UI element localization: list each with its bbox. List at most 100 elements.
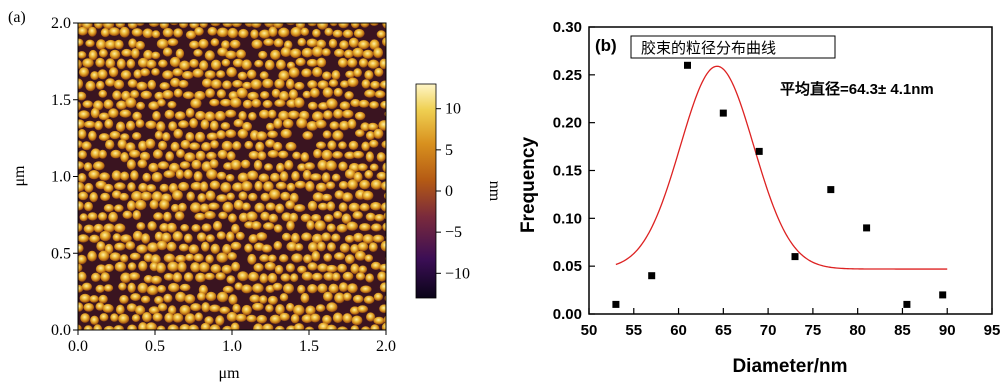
- afm-grain: [289, 192, 299, 203]
- afm-grain: [336, 326, 349, 330]
- colorbar: [415, 83, 437, 299]
- gaussian-fit-line: [615, 65, 948, 270]
- afm-grain: [78, 302, 84, 312]
- afm-grain: [114, 182, 126, 191]
- afm-grain: [127, 282, 136, 293]
- afm-grain: [348, 202, 360, 212]
- data-point: [939, 291, 947, 299]
- afm-grain: [369, 23, 379, 26]
- afm-grain: [306, 38, 318, 48]
- afm-grain: [386, 151, 398, 161]
- afm-grain: [338, 141, 347, 150]
- afm-grain: [164, 312, 174, 323]
- afm-grain: [93, 223, 104, 233]
- afm-grain: [397, 111, 407, 119]
- afm-grain: [116, 58, 126, 70]
- afm-grain: [193, 253, 204, 263]
- afm-grain: [274, 78, 285, 89]
- afm-grain: [315, 141, 327, 150]
- afm-grain: [370, 179, 382, 190]
- afm-grain: [78, 23, 83, 29]
- afm-grain: [112, 233, 122, 242]
- afm-grain: [387, 27, 397, 38]
- afm-grain: [99, 230, 111, 242]
- afm-grain: [257, 151, 267, 161]
- afm-grain: [293, 323, 305, 330]
- afm-grain: [232, 80, 243, 88]
- afm-grain: [78, 173, 87, 183]
- afm-grain: [301, 68, 312, 78]
- afm-grain: [290, 313, 300, 324]
- afm-grain: [126, 303, 137, 312]
- afm-grain: [222, 23, 234, 28]
- afm-grain: [162, 132, 171, 142]
- afm-grain: [128, 272, 141, 281]
- afm-grain: [138, 260, 148, 272]
- afm-grain: [172, 190, 183, 201]
- afm-grain: [311, 272, 323, 281]
- afm-grain: [78, 26, 88, 36]
- afm-grain: [337, 263, 347, 273]
- afm-grain: [326, 201, 336, 212]
- afm-grain: [108, 108, 119, 119]
- afm-grain: [311, 233, 323, 244]
- afm-grain: [260, 91, 270, 100]
- afm-grain: [358, 40, 370, 50]
- afm-grain: [283, 283, 294, 294]
- afm-grain: [175, 254, 187, 263]
- afm-grain: [365, 151, 375, 163]
- afm-grain: [354, 250, 366, 261]
- plot-ticks: 50 55 60 65 70 75 80 85 90 95 0.00 0.05 0.10 0.15 0.20…: [553, 19, 1001, 339]
- afm-grain: [81, 282, 92, 291]
- afm-grain: [333, 109, 344, 119]
- afm-grain: [301, 271, 313, 281]
- afm-grain: [268, 26, 278, 37]
- afm-grain: [140, 68, 150, 77]
- afm-grain: [369, 39, 380, 50]
- afm-grain: [378, 120, 386, 131]
- afm-grain: [232, 141, 242, 151]
- afm-grain: [238, 212, 249, 223]
- afm-grain: [78, 59, 82, 70]
- afm-grain: [261, 244, 273, 253]
- afm-grain: [88, 26, 97, 37]
- afm-grain: [127, 262, 137, 271]
- afm-grain: [267, 130, 278, 139]
- afm-grain: [95, 264, 107, 274]
- afm-grain: [78, 110, 90, 120]
- afm-grain: [206, 169, 218, 180]
- afm-grain: [179, 324, 191, 330]
- afm-grain: [150, 275, 162, 285]
- afm-grain: [312, 28, 321, 38]
- afm-grain: [192, 68, 204, 78]
- afm-grain: [383, 212, 386, 220]
- afm-grain: [373, 316, 385, 325]
- afm-grain: [263, 181, 274, 192]
- afm-grain: [260, 211, 270, 221]
- afm-grain: [363, 295, 375, 304]
- afm-grain: [382, 222, 386, 232]
- afm-grain: [184, 313, 196, 324]
- afm-grain: [376, 30, 386, 39]
- afm-grain: [278, 27, 290, 38]
- afm-grain: [98, 212, 108, 221]
- afm-grain: [204, 70, 216, 79]
- afm-grain: [167, 38, 179, 47]
- afm-grain: [98, 133, 110, 142]
- afm-grain: [391, 285, 402, 295]
- afm-grain: [136, 222, 146, 231]
- afm-grain: [325, 324, 337, 330]
- afm-grain: [173, 28, 184, 38]
- afm-grain: [78, 263, 83, 273]
- afm-grain: [297, 38, 307, 47]
- afm-grain: [210, 59, 222, 71]
- data-point: [648, 272, 656, 280]
- afm-grain: [271, 88, 281, 98]
- afm-grain: [135, 23, 145, 26]
- afm-grain: [336, 223, 348, 233]
- afm-grain: [201, 302, 211, 313]
- afm-grain: [136, 244, 148, 254]
- afm-grain: [339, 40, 349, 50]
- afm-grain: [80, 313, 90, 323]
- afm-grain: [269, 314, 282, 324]
